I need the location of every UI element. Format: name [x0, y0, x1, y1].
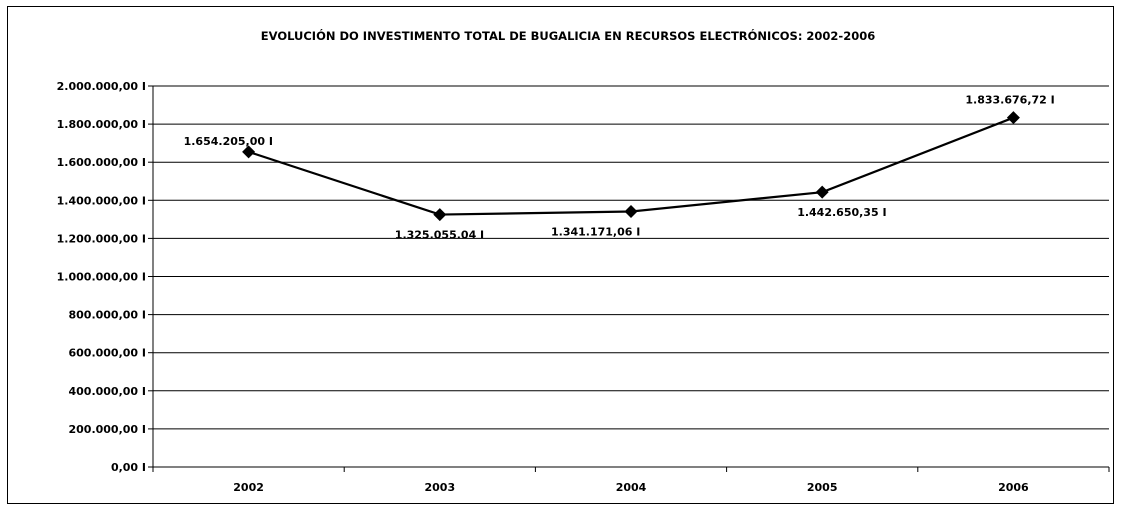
data-point-marker: [433, 208, 447, 222]
y-tick-label: 800.000,00 I: [68, 309, 146, 322]
x-tick-label: 2006: [998, 481, 1029, 494]
data-label: 1.442.650,35 I: [797, 206, 886, 219]
gridlines: [153, 85, 1109, 430]
y-tick-label: 2.000.000,00 I: [57, 80, 146, 93]
chart-frame: EVOLUCIÓN DO INVESTIMENTO TOTAL DE BUGAL…: [7, 6, 1114, 504]
y-axis-tick-labels: 0,00 I 200.000,00 I 400.000,00 I 600.000,00…: [57, 80, 146, 474]
y-tick-label: 1.600.000,00 I: [57, 156, 146, 169]
x-tick-label: 2003: [424, 481, 455, 494]
x-tick-label: 2002: [233, 481, 264, 494]
y-tick-label: 600.000,00 I: [68, 347, 146, 360]
data-label: 1.833.676,72 I: [965, 94, 1054, 107]
data-label: 1.654.205,00 I: [184, 135, 273, 148]
y-tick-label: 1.800.000,00 I: [57, 118, 146, 131]
y-tick-label: 1.000.000,00 I: [57, 271, 146, 284]
data-point-marker: [242, 145, 256, 159]
y-tick-label: 1.200.000,00 I: [57, 232, 146, 245]
series-markers: [242, 111, 1020, 222]
y-tick-label: 1.400.000,00 I: [57, 194, 146, 207]
data-labels: 1.654.205,00 I 1.325.055.04 I 1.341.171,06…: [184, 94, 1055, 242]
y-tick-label: 200.000,00 I: [68, 423, 146, 436]
line-chart: EVOLUCIÓN DO INVESTIMENTO TOTAL DE BUGAL…: [57, 28, 1110, 494]
y-tick-label: 0,00 I: [111, 461, 146, 474]
x-axis-tick-labels: 2002 2003 2004 2005 2006: [233, 481, 1029, 494]
axes: [148, 85, 1110, 472]
data-point-marker: [815, 185, 829, 199]
data-label: 1.341.171,06 I: [551, 226, 640, 239]
x-tick-label: 2005: [807, 481, 838, 494]
x-tick-label: 2004: [616, 481, 647, 494]
chart-title: EVOLUCIÓN DO INVESTIMENTO TOTAL DE BUGAL…: [261, 28, 875, 43]
data-point-marker: [1006, 111, 1020, 125]
data-point-marker: [624, 205, 638, 219]
data-label: 1.325.055.04 I: [395, 229, 484, 242]
y-tick-label: 400.000,00 I: [68, 385, 146, 398]
